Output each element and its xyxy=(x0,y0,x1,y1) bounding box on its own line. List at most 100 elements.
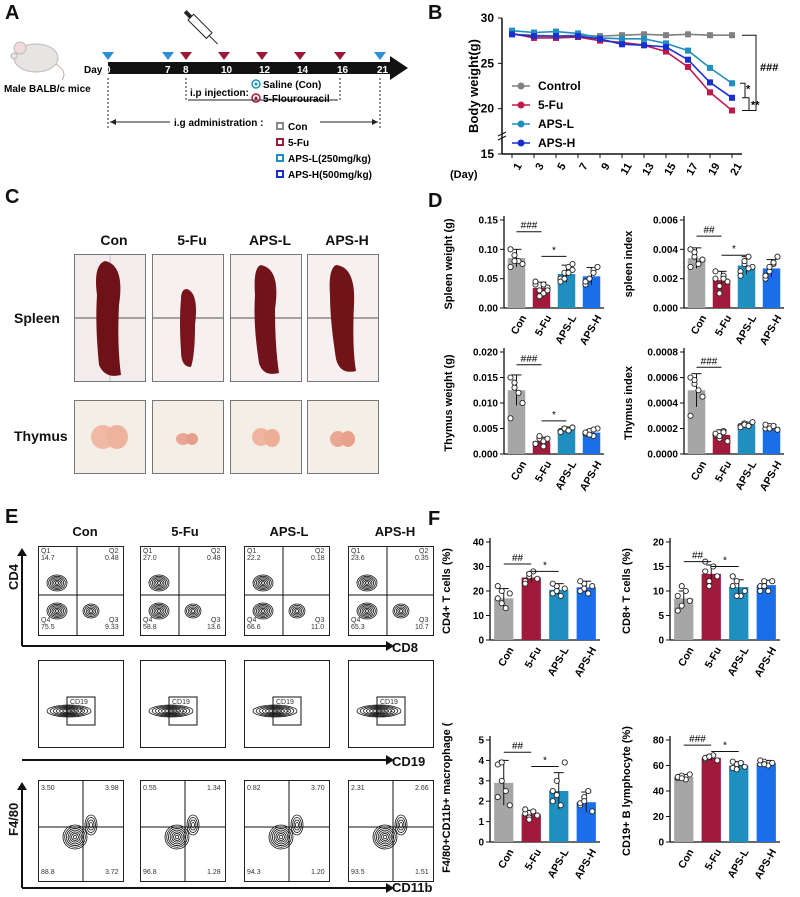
data-point xyxy=(733,578,740,585)
day-tick-label: 0 xyxy=(105,65,111,76)
sig-label: ## xyxy=(512,741,524,752)
timeline-svg: Male BALB/c mice Day 0 7 8 10 12 14 16 21 i.p i… xyxy=(4,10,408,181)
legend-label: 5-Fu xyxy=(538,98,563,112)
quadrant-value: 0.82 xyxy=(247,785,261,792)
contour-ring xyxy=(361,606,373,616)
cd4-cd8-plot: Q1 27.0 Q2 0.48 Q4 58.8 Q3 13.6 xyxy=(140,546,226,636)
contour-ring xyxy=(53,607,61,615)
flow-axis-arrows xyxy=(17,548,394,893)
y-tick-label: 0.10 xyxy=(479,245,499,256)
data-point xyxy=(691,249,698,256)
thymus-photo-aps-h xyxy=(307,400,379,474)
cd4-cd8-svg xyxy=(245,547,329,635)
contour-ring xyxy=(174,834,180,840)
y-tick-label: 0.05 xyxy=(479,274,499,285)
data-point xyxy=(509,27,515,34)
x-tick-label: APS-L xyxy=(725,645,751,679)
x-tick-label: Con xyxy=(676,645,697,669)
quadrant-name: Q3 xyxy=(315,617,325,624)
contour-ring xyxy=(377,829,393,845)
data-point xyxy=(702,568,709,575)
data-point xyxy=(536,433,543,440)
contour-ring xyxy=(46,574,68,592)
data-point xyxy=(549,580,556,587)
cd4-cd8-plot: Q1 14.7 Q2 0.48 Q4 75.5 Q3 9.33 xyxy=(38,546,124,636)
x-tick-label: 11 xyxy=(619,161,635,177)
data-point xyxy=(663,32,669,39)
y-tick-label: 0.002 xyxy=(653,274,678,285)
data-point xyxy=(549,798,556,805)
x-tick-label: Con xyxy=(509,459,530,483)
contour-ring xyxy=(359,577,375,589)
data-point xyxy=(663,44,669,51)
sig-label: * xyxy=(543,560,547,571)
y-axis-label: Thymus weight (g) xyxy=(443,354,455,452)
spleen-photo-aps-l xyxy=(230,254,302,382)
contour-ring xyxy=(260,609,266,613)
ig-legend: Con 5-Fu APS-L(250mg/kg) APS-H(500mg/kg) xyxy=(276,122,372,181)
data-point xyxy=(597,35,603,42)
data-point xyxy=(706,578,713,585)
sig-label: * xyxy=(746,83,751,95)
data-point xyxy=(511,252,518,259)
sig-label: ### xyxy=(760,62,778,74)
bar xyxy=(737,424,756,454)
gate-value: 68.2 xyxy=(172,707,186,714)
data-point xyxy=(531,29,537,36)
quadrant-value: 9.33 xyxy=(105,624,119,631)
data-point xyxy=(494,595,501,602)
contour-ring xyxy=(364,581,370,585)
quadrant-name: Q1 xyxy=(247,548,257,555)
red-marker xyxy=(294,52,306,60)
data-point xyxy=(506,802,513,809)
data-point xyxy=(706,583,713,590)
contour-ring xyxy=(67,829,83,845)
contour-ring xyxy=(64,826,86,848)
cd19-plot: CD19 68.2 xyxy=(140,660,226,748)
quadrant-value: 14.7 xyxy=(41,555,55,562)
contour-ring xyxy=(166,826,188,848)
data-point xyxy=(561,585,568,592)
y-tick-label: 25 xyxy=(481,56,495,70)
data-point xyxy=(515,389,522,396)
data-point xyxy=(641,42,647,49)
x-tick-label: Con xyxy=(689,313,710,337)
quadrant-value: 1.28 xyxy=(207,869,221,876)
contour-ring xyxy=(254,603,272,619)
x-tick-label: 5-Fu xyxy=(523,645,544,670)
data-point xyxy=(729,32,735,39)
red-marker xyxy=(180,52,192,60)
y-tick-label: 0.0000 xyxy=(647,450,678,461)
quadrant-value: 3.72 xyxy=(105,869,119,876)
data-point xyxy=(695,260,702,268)
data-point xyxy=(687,246,694,253)
data-point xyxy=(557,429,564,436)
quadrant-value: 2.31 xyxy=(351,785,365,792)
sig-label: ## xyxy=(703,225,715,236)
y-tick-label: 0.0002 xyxy=(647,424,678,435)
data-point xyxy=(553,792,560,799)
data-point xyxy=(685,63,691,70)
quadrant-value: 1.51 xyxy=(415,869,429,876)
quadrant-value: 2.66 xyxy=(415,785,429,792)
bar xyxy=(549,589,569,640)
data-point xyxy=(749,419,756,426)
y-tick-label: 3 xyxy=(478,776,484,787)
day-tick-label: 8 xyxy=(183,65,189,76)
contour-ring xyxy=(164,708,178,714)
y-tick-label: 0.0006 xyxy=(647,373,678,384)
contour-ring xyxy=(85,606,97,616)
gate-value: 57.9 xyxy=(276,707,290,714)
x-tick-label: Con xyxy=(496,847,517,871)
contour-ring xyxy=(375,709,383,713)
x-tick-label: APS-H xyxy=(578,459,605,493)
organ-row-thymus: Thymus xyxy=(14,428,68,444)
contour-ring xyxy=(84,814,98,836)
contour-ring xyxy=(148,602,170,620)
data-point xyxy=(589,808,596,815)
cd4-cd8-svg xyxy=(349,547,433,635)
contour-ring xyxy=(275,831,287,843)
legend-label: APS-L xyxy=(538,117,574,131)
data-point xyxy=(575,33,581,40)
